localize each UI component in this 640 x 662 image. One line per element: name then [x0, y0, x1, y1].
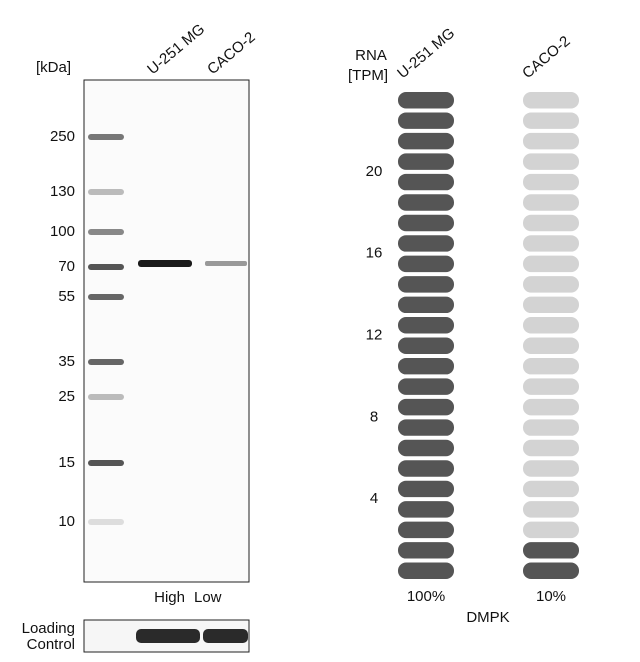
tpm-pill: [523, 112, 579, 129]
tpm-pill: [398, 255, 454, 273]
tpm-pill: [523, 276, 579, 293]
tpm-pill: [398, 337, 454, 354]
tpm-pill: [523, 194, 579, 211]
marker-label: 130: [50, 183, 75, 200]
marker-label: 25: [58, 388, 75, 405]
tpm-pill: [398, 501, 454, 518]
tpm-pill: [398, 357, 454, 375]
y-tick-label: 16: [366, 245, 383, 262]
loading-band: [136, 629, 200, 643]
blot-frame: [83, 79, 250, 583]
marker-label: 70: [58, 258, 75, 275]
tpm-pill: [398, 132, 454, 150]
tpm-pill: [398, 173, 454, 191]
tpm-pill: [523, 542, 579, 559]
tpm-pill: [398, 521, 454, 539]
tpm-pill: [523, 92, 579, 109]
loading-label: Control: [27, 636, 75, 653]
marker-label: 15: [58, 454, 75, 471]
tpm-pill: [523, 419, 579, 436]
tpm-pill: [398, 542, 454, 559]
ladder-band: [88, 394, 124, 400]
tpm-pill: [523, 337, 579, 354]
y-tick-label: 4: [370, 490, 378, 507]
ladder-band: [88, 264, 124, 270]
sample-band: [205, 261, 247, 266]
tpm-pill: [398, 562, 454, 579]
value-label: 10%: [536, 588, 566, 605]
axis-label: [TPM]: [348, 67, 388, 84]
tpm-pill: [398, 460, 454, 477]
tpm-pill: [523, 460, 579, 477]
tpm-pill: [523, 173, 579, 191]
tpm-pill: [523, 378, 579, 395]
tpm-pill: [398, 235, 454, 252]
marker-label: 10: [58, 513, 75, 530]
loading-label: Loading: [22, 620, 75, 637]
tpm-pill: [523, 398, 579, 416]
tpm-pill: [398, 194, 454, 211]
tpm-pill: [523, 439, 579, 457]
loading-band: [203, 629, 248, 643]
tpm-pill: [398, 276, 454, 293]
marker-label: 55: [58, 288, 75, 305]
tpm-pill: [523, 501, 579, 518]
marker-label: 100: [50, 223, 75, 240]
ladder-band: [88, 460, 124, 466]
marker-label: 35: [58, 353, 75, 370]
tpm-pill: [398, 92, 454, 109]
tpm-pill: [398, 398, 454, 416]
tpm-pill: [398, 480, 454, 498]
ladder-band: [88, 294, 124, 300]
tpm-pill: [523, 235, 579, 252]
axis-label: RNA: [355, 47, 387, 64]
tpm-pill: [398, 317, 454, 334]
tpm-pill: [523, 317, 579, 334]
ladder-band: [88, 189, 124, 195]
y-tick-label: 8: [370, 408, 378, 425]
sample-label: CACO-2: [519, 33, 573, 82]
ladder-band: [88, 519, 124, 525]
level-label: Low: [194, 589, 222, 606]
tpm-pill: [523, 214, 579, 232]
sample-label: U-251 MG: [394, 25, 458, 82]
tpm-pill: [398, 439, 454, 457]
ladder-band: [88, 134, 124, 140]
tpm-pill: [523, 562, 579, 579]
tpm-pill: [523, 296, 579, 314]
tpm-pill: [523, 480, 579, 498]
tpm-pill: [523, 255, 579, 273]
sample-band: [138, 260, 192, 267]
tpm-pill: [398, 378, 454, 395]
tpm-pill: [398, 153, 454, 170]
unit-label: [kDa]: [36, 59, 71, 76]
tpm-pill: [523, 132, 579, 150]
y-tick-label: 20: [366, 163, 383, 180]
tpm-pill: [398, 296, 454, 314]
lane-label: CACO-2: [204, 29, 258, 78]
tpm-pill: [523, 153, 579, 170]
gene-label: DMPK: [466, 609, 509, 626]
tpm-pill: [523, 357, 579, 375]
tpm-pill: [398, 419, 454, 436]
lane-label: U-251 MG: [144, 21, 208, 78]
tpm-pill: [398, 112, 454, 129]
marker-label: 250: [50, 128, 75, 145]
tpm-pill: [523, 521, 579, 539]
tpm-pill: [398, 214, 454, 232]
value-label: 100%: [407, 588, 445, 605]
y-tick-label: 12: [366, 326, 383, 343]
level-label: High: [154, 589, 185, 606]
ladder-band: [88, 229, 124, 235]
ladder-band: [88, 359, 124, 365]
